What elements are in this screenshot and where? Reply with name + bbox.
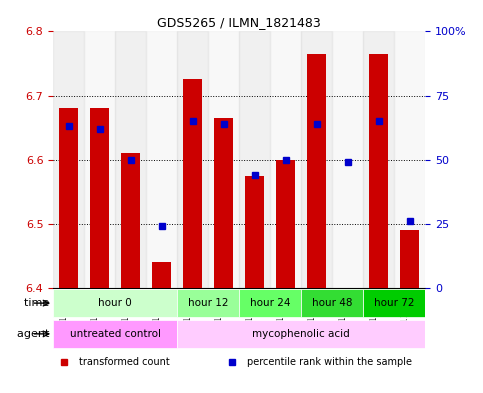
Bar: [332, 31, 363, 288]
Text: hour 0: hour 0: [98, 298, 132, 308]
Text: time: time: [24, 298, 53, 308]
Bar: [53, 31, 84, 288]
Title: GDS5265 / ILMN_1821483: GDS5265 / ILMN_1821483: [157, 16, 321, 29]
Bar: [208, 31, 239, 288]
Text: hour 48: hour 48: [312, 298, 352, 308]
Text: transformed count: transformed count: [79, 357, 170, 367]
Bar: [59, 108, 78, 288]
Bar: [270, 31, 301, 288]
Bar: [363, 31, 394, 288]
Bar: [239, 31, 270, 288]
Bar: [177, 31, 208, 288]
Bar: [90, 108, 109, 288]
Bar: [115, 31, 146, 288]
Bar: [276, 160, 295, 288]
FancyBboxPatch shape: [177, 320, 425, 348]
Bar: [307, 54, 326, 288]
Bar: [152, 262, 171, 288]
Bar: [301, 31, 332, 288]
Bar: [214, 118, 233, 288]
Text: agent: agent: [17, 329, 53, 339]
FancyBboxPatch shape: [363, 289, 425, 317]
Bar: [121, 153, 140, 288]
FancyBboxPatch shape: [53, 289, 177, 317]
Bar: [84, 31, 115, 288]
Text: untreated control: untreated control: [70, 329, 161, 339]
Bar: [369, 54, 388, 288]
Text: hour 12: hour 12: [188, 298, 228, 308]
Bar: [245, 176, 264, 288]
Text: percentile rank within the sample: percentile rank within the sample: [246, 357, 412, 367]
FancyBboxPatch shape: [177, 289, 239, 317]
FancyBboxPatch shape: [53, 320, 177, 348]
Bar: [394, 31, 425, 288]
FancyBboxPatch shape: [301, 289, 363, 317]
Bar: [400, 230, 419, 288]
FancyBboxPatch shape: [239, 289, 301, 317]
Text: hour 24: hour 24: [250, 298, 290, 308]
Bar: [146, 31, 177, 288]
Bar: [184, 79, 202, 288]
Text: mycophenolic acid: mycophenolic acid: [252, 329, 350, 339]
Text: hour 72: hour 72: [374, 298, 414, 308]
